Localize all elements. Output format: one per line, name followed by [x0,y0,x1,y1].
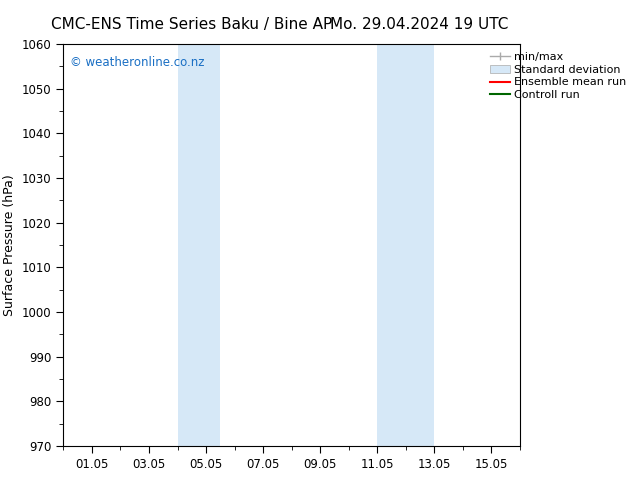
Text: © weatheronline.co.nz: © weatheronline.co.nz [70,56,205,69]
Bar [178,44,221,446]
Y-axis label: Surface Pressure (hPa): Surface Pressure (hPa) [3,174,16,316]
Bar [377,44,434,446]
Legend: min/max, Standard deviation, Ensemble mean run, Controll run: min/max, Standard deviation, Ensemble me… [488,49,628,102]
Text: Mo. 29.04.2024 19 UTC: Mo. 29.04.2024 19 UTC [330,17,508,32]
Text: CMC-ENS Time Series Baku / Bine AP: CMC-ENS Time Series Baku / Bine AP [51,17,332,32]
